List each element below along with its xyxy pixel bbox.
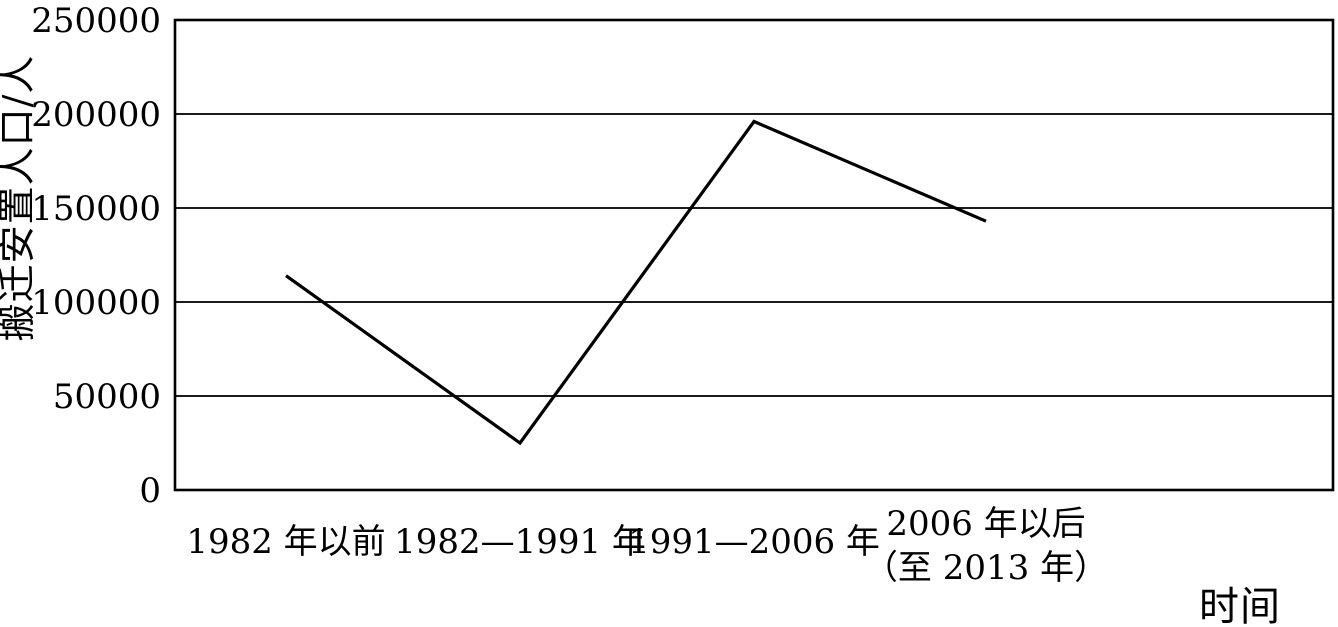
x-category-label: （至 2013 年） [864, 548, 1108, 588]
x-category-label: 2006 年以后 [886, 504, 1085, 544]
x-category-label: 1982—1991 年 [394, 522, 646, 562]
y-tick-label: 250000 [31, 1, 161, 41]
x-axis-title: 时间 [1199, 584, 1281, 627]
y-axis-tick-labels: 0 50000 100000 150000 200000 250000 [31, 1, 161, 511]
y-tick-label: 150000 [31, 189, 161, 229]
y-axis-title: 搬迁安置人口/人 [0, 55, 39, 342]
x-category-label: 1982 年以前 [186, 522, 385, 562]
series-layer [285, 119, 987, 446]
data-line [285, 119, 987, 446]
grid-layer [173, 18, 1335, 492]
x-category-label: 1991—2006 年 [628, 522, 880, 562]
y-tick-label: 50000 [53, 377, 161, 417]
plot-border [173, 18, 1335, 492]
y-tick-label: 0 [139, 471, 161, 511]
y-tick-label: 200000 [31, 95, 161, 135]
y-tick-label: 100000 [31, 283, 161, 323]
